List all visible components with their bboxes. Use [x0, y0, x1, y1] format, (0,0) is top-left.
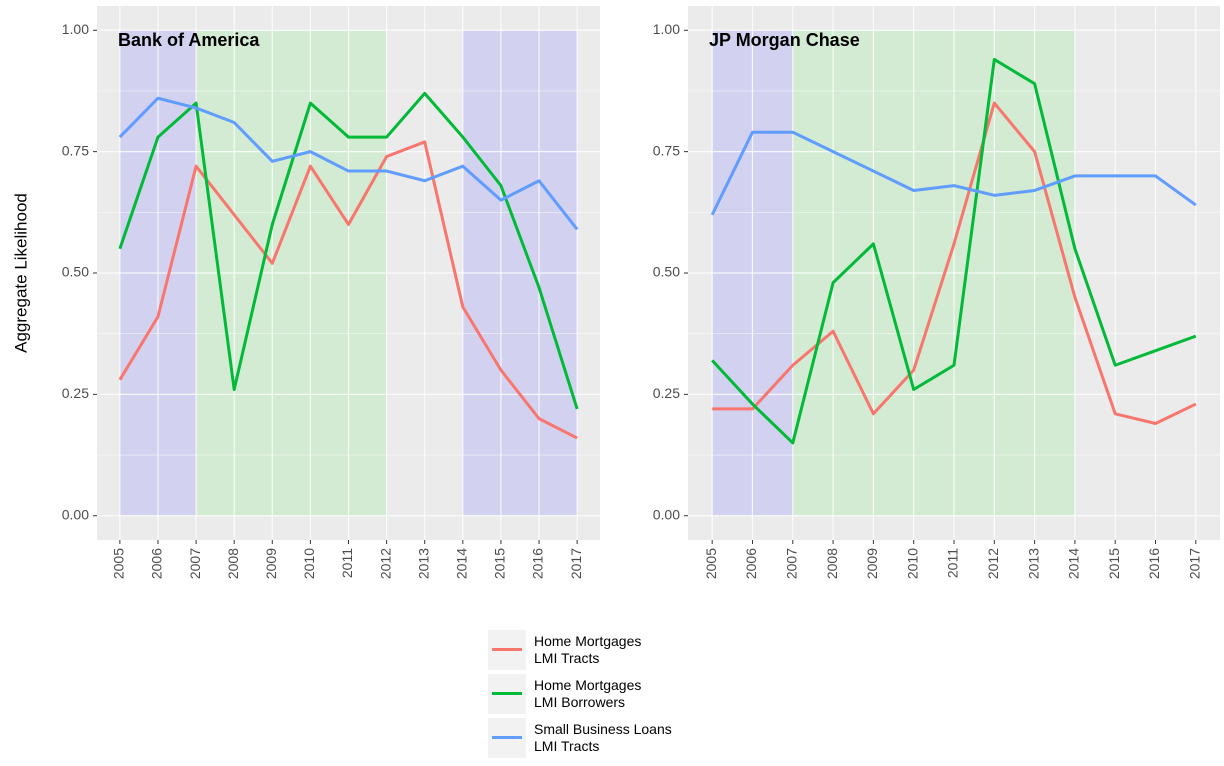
series-line — [712, 101, 1197, 425]
x-tick-label: 2008 — [824, 548, 840, 579]
y-tick-label: 0.75 — [62, 142, 89, 158]
x-tick-label: 2012 — [985, 548, 1001, 579]
legend-entry: Home Mortgages LMI Borrowers — [488, 672, 672, 716]
x-tick-label: 2011 — [339, 548, 355, 578]
y-tick-label: 0.25 — [653, 385, 680, 401]
legend-entry: Home Mortgages LMI Tracts — [488, 628, 672, 672]
y-tick-label: 0.00 — [62, 506, 89, 522]
x-tick-label: 2007 — [783, 548, 799, 579]
y-tick-label: 0.50 — [62, 264, 89, 280]
x-tick-label: 2009 — [864, 548, 880, 579]
x-tick-label: 2005 — [111, 548, 127, 579]
x-tick-label: 2015 — [1106, 548, 1122, 579]
x-tick-label: 2014 — [1066, 548, 1082, 579]
legend-label: Small Business Loans LMI Tracts — [534, 721, 672, 754]
legend-entry: Small Business Loans LMI Tracts — [488, 716, 672, 760]
x-tick-label: 2008 — [225, 548, 241, 579]
x-tick-label: 2016 — [1146, 548, 1162, 579]
series-line — [711, 57, 1197, 445]
x-tick-label: 2015 — [492, 548, 508, 579]
legend-label: Home Mortgages LMI Borrowers — [534, 677, 642, 710]
panel-title: JP Morgan Chase — [709, 30, 860, 50]
y-tick-label: 1.00 — [653, 21, 680, 37]
panel-title: Bank of America — [118, 30, 260, 50]
x-tick-label: 2006 — [743, 548, 759, 579]
legend-key — [488, 718, 526, 758]
x-tick-label: 2016 — [530, 548, 546, 579]
x-tick-label: 2017 — [1187, 548, 1203, 579]
x-tick-label: 2013 — [415, 548, 431, 579]
x-tick-label: 2013 — [1025, 548, 1041, 579]
x-tick-label: 2010 — [301, 548, 317, 579]
series-line — [710, 130, 1197, 216]
x-tick-label: 2010 — [904, 548, 920, 579]
series-line — [118, 140, 578, 440]
y-tick-label: 0.50 — [653, 264, 680, 280]
legend: Home Mortgages LMI Tracts Home Mortgages … — [488, 628, 672, 760]
y-tick-label: 0.25 — [62, 385, 89, 401]
series-line — [118, 91, 579, 410]
x-tick-label: 2012 — [377, 548, 393, 579]
y-axis-title: Aggregate Likelihood — [11, 193, 30, 353]
x-tick-label: 2009 — [263, 548, 279, 579]
y-tick-label: 0.75 — [653, 142, 680, 158]
x-tick-label: 2017 — [568, 548, 584, 579]
y-tick-label: 1.00 — [62, 21, 89, 37]
x-tick-label: 2007 — [187, 548, 203, 579]
y-tick-label: 0.00 — [653, 506, 680, 522]
series-line — [118, 96, 579, 231]
legend-key — [488, 674, 526, 714]
x-tick-label: 2014 — [454, 548, 470, 579]
legend-label: Home Mortgages LMI Tracts — [534, 633, 642, 666]
legend-swatch — [492, 648, 522, 651]
legend-key — [488, 630, 526, 670]
chart: 0.00 0.25 0.50 0.75 1.00 2005 2006 2007 2008 2009… — [11, 6, 1220, 579]
legend-swatch — [492, 692, 522, 695]
x-tick-label: 2011 — [945, 548, 961, 578]
legend-swatch — [492, 736, 522, 739]
x-tick-label: 2006 — [149, 548, 165, 579]
x-tick-label: 2005 — [703, 548, 719, 579]
